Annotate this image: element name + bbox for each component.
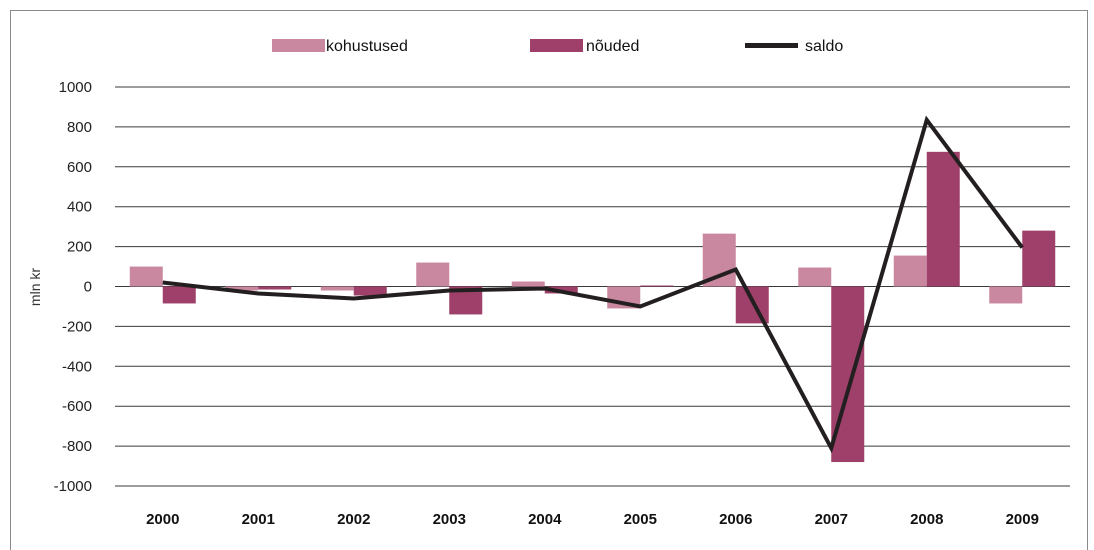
y-tick-label: 200 [67, 239, 92, 256]
line-saldo [162, 115, 1024, 454]
legend-swatch-nõuded [530, 39, 583, 52]
bar-nõuded-2008 [926, 151, 960, 287]
x-tick-label: 2001 [242, 511, 275, 528]
x-tick-label: 2000 [146, 511, 179, 528]
bar-nõuded-2000 [162, 286, 196, 304]
y-tick-label: -400 [62, 358, 92, 375]
y-tick-label: 400 [67, 199, 92, 216]
x-tick-label: 2009 [1006, 511, 1039, 528]
gridlines [115, 86, 1070, 487]
y-tick-label: 1000 [59, 79, 92, 96]
y-tick-label: -200 [62, 318, 92, 335]
legend-label-nõuded: nõuded [586, 38, 639, 55]
x-tick-label: 2004 [528, 511, 562, 528]
bars [129, 151, 1056, 463]
y-tick-label: 600 [67, 159, 92, 176]
bar-kohustused-2002 [320, 286, 354, 291]
bar-kohustused-2000 [129, 266, 163, 287]
legend: kohustused nõuded saldo [272, 38, 843, 55]
y-tick-label: -800 [62, 438, 92, 455]
bar-kohustused-2003 [416, 262, 450, 287]
x-tick-label: 2003 [433, 511, 466, 528]
y-axis-label: mln kr [27, 268, 43, 306]
y-tick-label: 800 [67, 119, 92, 136]
bar-nõuded-2002 [353, 286, 387, 296]
y-tick-label: -600 [62, 398, 92, 415]
bar-kohustused-2008 [893, 255, 927, 287]
legend-swatch-saldo [745, 43, 798, 48]
x-tick-label: 2008 [910, 511, 943, 528]
x-tick-label: 2005 [624, 511, 657, 528]
x-tick-label: 2002 [337, 511, 370, 528]
y-tick-label: -1000 [54, 478, 92, 495]
legend-swatch-kohustused [272, 39, 325, 52]
bar-nõuded-2005 [640, 285, 674, 287]
legend-label-saldo: saldo [805, 38, 843, 55]
bar-kohustused-2004 [511, 281, 545, 287]
y-tick-label: 0 [84, 279, 92, 296]
saldo-line-layer [162, 115, 1024, 454]
bar-kohustused-2001 [225, 286, 259, 291]
legend-label-kohustused: kohustused [326, 38, 408, 55]
bar-nõuded-2001 [258, 286, 292, 290]
y-tick-labels: 1000 800 600 400 200 0 -200 -400 -600 -800 -1000 [54, 79, 92, 495]
x-tick-label: 2006 [719, 511, 752, 528]
x-tick-label: 2007 [815, 511, 848, 528]
bar-nõuded-2009 [1022, 230, 1056, 287]
bar-kohustused-2007 [798, 267, 832, 287]
bar-kohustused-2009 [989, 286, 1023, 304]
x-tick-labels: 2000 2001 2002 2003 2004 2005 2006 2007 2008 2009 [146, 511, 1039, 528]
